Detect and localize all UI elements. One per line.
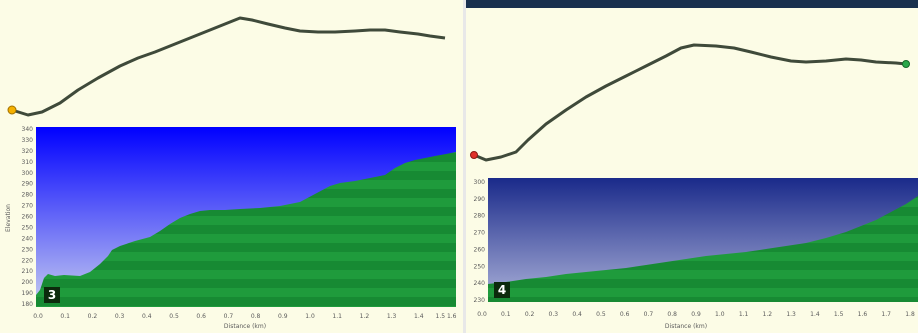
left-x-tick: 0.4 bbox=[142, 313, 152, 320]
right-y-tick: 290 bbox=[474, 196, 486, 203]
left-y-tick: 270 bbox=[22, 203, 34, 210]
left-y-tick: 320 bbox=[22, 148, 34, 155]
left-x-tick: 1.2 bbox=[360, 313, 370, 320]
left-x-tick: 1.5 1.6 bbox=[436, 313, 457, 320]
left-map-track bbox=[11, 16, 446, 117]
left-y-tick: 260 bbox=[22, 214, 34, 221]
right-end-marker bbox=[902, 60, 910, 68]
right-x-tick: 1.2 bbox=[763, 311, 773, 318]
left-x-tick: 1.0 bbox=[305, 313, 315, 320]
right-x-tick: 0.4 bbox=[572, 311, 582, 318]
right-x-tick: 0.5 bbox=[596, 311, 606, 318]
right-top-bar bbox=[466, 0, 918, 8]
right-x-tick: 0.1 bbox=[501, 311, 511, 318]
right-x-axis-title: Distance (km) bbox=[665, 323, 707, 330]
right-x-tick: 0.0 bbox=[477, 311, 487, 318]
right-x-tick: 0.2 bbox=[525, 311, 535, 318]
left-y-tick: 280 bbox=[22, 192, 34, 199]
left-y-tick: 230 bbox=[22, 246, 34, 253]
right-terrain-area bbox=[488, 196, 918, 302]
left-y-tick: 220 bbox=[22, 257, 34, 264]
right-x-tick: 1.4 bbox=[810, 311, 820, 318]
right-x-tick: 1.0 bbox=[715, 311, 725, 318]
right-y-tick: 280 bbox=[474, 213, 486, 220]
left-y-tick: 340 bbox=[22, 126, 34, 133]
left-x-tick: 0.9 bbox=[278, 313, 288, 320]
right-x-tick: 0.9 bbox=[691, 311, 701, 318]
left-y-tick: 300 bbox=[22, 170, 34, 177]
right-y-tick: 230 bbox=[474, 297, 486, 304]
left-y-axis-title: Elevation bbox=[5, 204, 12, 232]
right-x-tick: 0.8 bbox=[667, 311, 677, 318]
left-start-marker bbox=[7, 105, 17, 115]
right-x-tick: 0.3 bbox=[549, 311, 559, 318]
left-y-tick: 250 bbox=[22, 224, 34, 231]
left-terrain-area bbox=[36, 152, 456, 307]
right-x-tick: 1.1 bbox=[739, 311, 749, 318]
right-x-tick: 1.7 bbox=[881, 311, 891, 318]
left-x-tick: 0.2 bbox=[88, 313, 98, 320]
right-y-tick: 240 bbox=[474, 280, 486, 287]
left-y-tick: 200 bbox=[22, 279, 34, 286]
right-profile-canvas: 300 290 280 270 260 250 240 230 0.0 0.1 0.2 0.3 0.4… bbox=[470, 43, 918, 330]
left-y-tick: 190 bbox=[22, 290, 34, 297]
right-start-marker bbox=[470, 151, 478, 159]
left-x-tick: 0.1 bbox=[60, 313, 70, 320]
left-x-axis-title: Distance (km) bbox=[224, 323, 266, 330]
right-y-tick: 250 bbox=[474, 263, 486, 270]
left-x-tick: 0.5 bbox=[169, 313, 179, 320]
left-y-tick: 310 bbox=[22, 159, 34, 166]
left-elevation-panel: 340 330 320 310 300 290 280 270 260 250 240 230 220 2… bbox=[0, 0, 463, 333]
left-y-tick: 180 bbox=[22, 301, 34, 308]
left-y-tick: 240 bbox=[22, 235, 34, 242]
left-x-tick: 0.6 bbox=[196, 313, 206, 320]
left-y-tick: 290 bbox=[22, 181, 34, 188]
right-y-tick: 270 bbox=[474, 230, 486, 237]
left-profile-badge: 3 bbox=[44, 287, 60, 303]
right-x-tick: 1.8 bbox=[905, 311, 915, 318]
right-x-tick: 1.3 bbox=[786, 311, 796, 318]
left-x-tick: 0.8 bbox=[251, 313, 261, 320]
left-profile-canvas: 340 330 320 310 300 290 280 270 260 250 240 230 220 2… bbox=[5, 16, 457, 330]
left-y-tick: 330 bbox=[22, 137, 34, 144]
right-elevation-panel: 300 290 280 270 260 250 240 230 0.0 0.1 0.2 0.3 0.4… bbox=[466, 0, 918, 333]
right-profile-badge: 4 bbox=[494, 282, 510, 298]
left-x-tick: 0.0 bbox=[33, 313, 43, 320]
panel-divider bbox=[463, 0, 466, 333]
right-map-track bbox=[473, 43, 907, 162]
right-y-tick: 260 bbox=[474, 246, 486, 253]
right-x-tick: 0.7 bbox=[644, 311, 654, 318]
left-y-tick: 210 bbox=[22, 268, 34, 275]
left-x-tick: 1.1 bbox=[332, 313, 342, 320]
left-x-tick: 1.4 bbox=[414, 313, 424, 320]
left-x-tick: 0.3 bbox=[115, 313, 125, 320]
right-x-tick: 0.6 bbox=[620, 311, 630, 318]
right-x-tick: 1.5 bbox=[834, 311, 844, 318]
left-x-tick: 1.3 bbox=[387, 313, 397, 320]
left-x-tick: 0.7 bbox=[224, 313, 234, 320]
right-y-tick: 300 bbox=[474, 179, 486, 186]
right-x-tick: 1.6 bbox=[858, 311, 868, 318]
